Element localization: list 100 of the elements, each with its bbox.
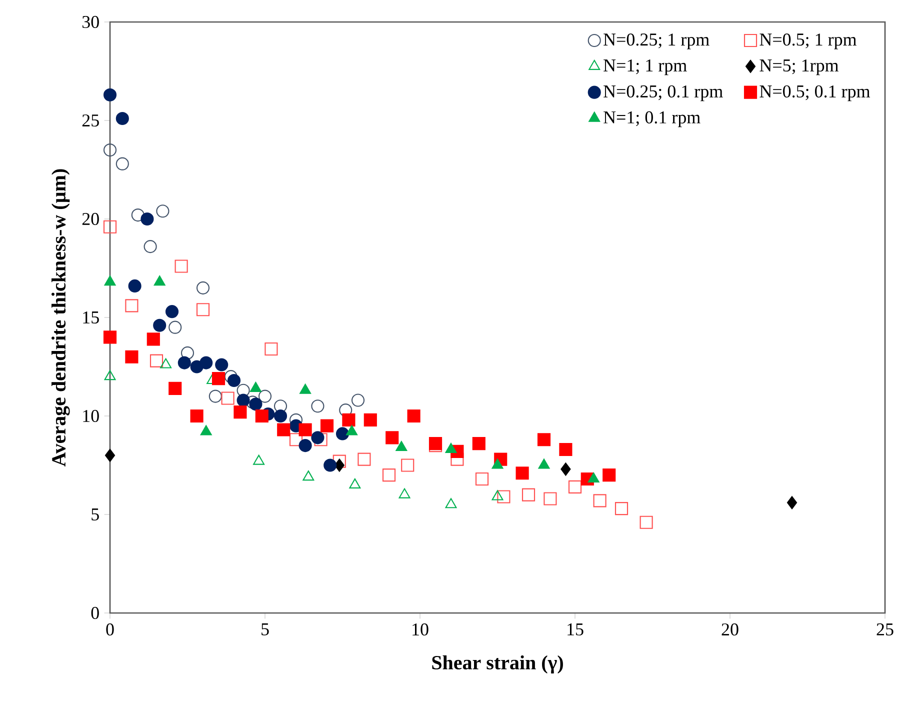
point — [221, 392, 234, 405]
point — [264, 342, 278, 356]
point — [351, 394, 365, 407]
point — [382, 468, 396, 482]
point — [156, 204, 170, 218]
point — [320, 419, 334, 432]
point — [302, 470, 314, 481]
point — [255, 409, 268, 423]
point — [253, 454, 265, 465]
point — [174, 260, 188, 273]
point — [568, 480, 582, 494]
point — [258, 390, 272, 403]
x-tick-label: 10 — [412, 623, 428, 636]
point — [212, 372, 226, 386]
point — [104, 275, 116, 286]
point — [364, 413, 377, 426]
point — [125, 299, 138, 312]
point — [200, 356, 213, 370]
point — [168, 382, 182, 395]
point — [196, 281, 210, 294]
point — [334, 458, 344, 472]
point — [103, 220, 117, 234]
point — [336, 427, 350, 440]
point — [300, 384, 312, 394]
legend-label: N=5; 1rpm — [760, 59, 839, 76]
point — [234, 406, 247, 419]
point — [560, 462, 571, 476]
y-tick-label: 0 — [91, 606, 99, 620]
point — [144, 240, 157, 254]
y-tick-label: 20 — [82, 212, 99, 226]
point — [588, 472, 600, 483]
legend-label: N=0.25; 0.1 rpm — [604, 85, 723, 102]
point — [116, 112, 129, 126]
point — [559, 442, 572, 456]
point — [314, 433, 328, 446]
point — [250, 382, 262, 392]
point — [786, 496, 798, 510]
point — [146, 332, 160, 346]
point — [131, 208, 144, 222]
x-tick-label: 5 — [262, 623, 269, 636]
y-tick-label: 25 — [82, 114, 99, 127]
point — [346, 425, 358, 436]
legend-label: N=0.5; 1 rpm — [760, 33, 857, 50]
point — [492, 458, 504, 469]
point — [215, 358, 228, 372]
point — [180, 346, 194, 360]
legend-label: N=1; 1 rpm — [604, 59, 687, 76]
point — [516, 466, 529, 480]
y-tick-label: 30 — [82, 16, 99, 28]
y-tick-label: 5 — [92, 508, 99, 520]
point — [386, 431, 399, 444]
point — [103, 144, 117, 157]
point — [640, 516, 653, 529]
point — [538, 458, 550, 469]
point — [298, 439, 312, 452]
point — [396, 440, 408, 452]
point — [208, 390, 222, 403]
point — [349, 478, 361, 488]
point — [236, 394, 250, 407]
point — [614, 502, 628, 516]
legend-label: N=0.5; 0.1 rpm — [760, 85, 870, 102]
point — [104, 448, 116, 462]
point — [398, 488, 410, 498]
legend-label: N=1; 0.1 rpm — [604, 111, 700, 128]
point — [236, 384, 250, 397]
point — [103, 88, 117, 102]
point — [445, 498, 457, 508]
point — [153, 318, 166, 332]
point — [311, 431, 324, 444]
point — [116, 157, 129, 170]
x-tick-label: 25 — [876, 623, 894, 636]
point — [401, 458, 414, 472]
point — [277, 423, 290, 436]
point — [492, 490, 504, 500]
point — [593, 494, 606, 508]
point — [274, 409, 288, 423]
point — [128, 279, 142, 292]
point — [160, 358, 172, 368]
point — [407, 409, 420, 423]
point — [445, 442, 457, 454]
point — [522, 488, 536, 502]
point — [339, 404, 352, 417]
point — [104, 370, 116, 380]
x-tick-label: 20 — [722, 623, 738, 636]
point — [125, 350, 138, 364]
point — [178, 356, 191, 370]
point — [544, 492, 557, 506]
point — [537, 433, 551, 446]
y-tick-label: 10 — [83, 410, 99, 422]
legend-label: N=0.25; 1 rpm — [604, 33, 710, 50]
point — [190, 409, 204, 423]
point — [358, 452, 371, 466]
point — [472, 437, 486, 450]
point — [289, 433, 303, 446]
point — [311, 400, 324, 413]
point — [602, 468, 616, 482]
point — [165, 305, 179, 318]
point — [475, 472, 489, 486]
x-axis-title: Shear strain (γ) — [432, 655, 563, 674]
point — [497, 490, 510, 504]
